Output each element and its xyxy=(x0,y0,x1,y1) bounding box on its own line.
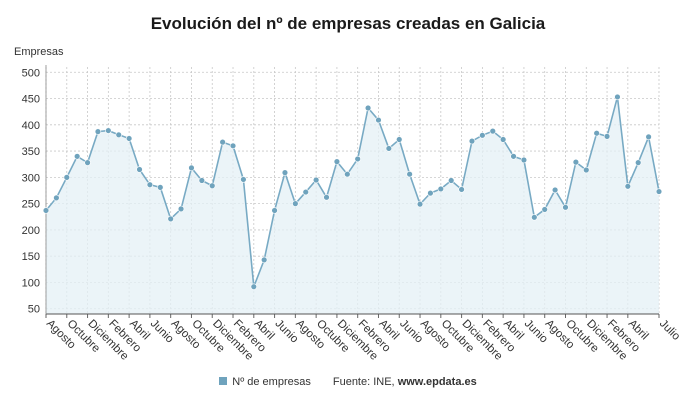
y-axis-label: Empresas xyxy=(14,46,64,58)
data-point xyxy=(105,127,112,134)
data-point xyxy=(593,130,600,137)
data-point xyxy=(458,186,465,193)
data-point xyxy=(136,166,143,173)
data-point xyxy=(572,158,580,166)
data-point xyxy=(250,283,258,290)
data-point xyxy=(448,177,455,184)
data-point xyxy=(333,158,341,165)
data-point xyxy=(614,93,621,101)
legend: Nº de empresas Fuente: INE, www.epdata.es xyxy=(0,376,696,388)
data-point xyxy=(312,176,320,184)
data-point xyxy=(115,131,122,138)
data-point xyxy=(177,205,185,213)
data-point xyxy=(375,116,382,124)
data-point xyxy=(157,184,164,191)
data-point xyxy=(427,189,434,197)
data-point xyxy=(354,155,361,163)
data-point xyxy=(437,185,445,193)
data-point xyxy=(94,128,102,135)
data-point xyxy=(479,132,486,139)
data-point xyxy=(531,214,538,221)
data-point xyxy=(188,164,195,172)
source-link[interactable]: www.epdata.es xyxy=(397,376,477,388)
data-point xyxy=(551,186,559,194)
y-tick-label: 400 xyxy=(22,120,40,132)
y-tick-label: 350 xyxy=(22,146,40,158)
x-tick-label: Julio xyxy=(657,318,682,343)
data-point xyxy=(53,194,60,202)
data-point xyxy=(583,166,590,174)
data-point xyxy=(510,153,517,160)
data-point xyxy=(603,133,611,140)
data-point xyxy=(385,145,393,152)
chart-title: Evolución del nº de empresas creadas en … xyxy=(150,14,546,33)
data-point xyxy=(468,137,476,145)
y-tick-label: 500 xyxy=(22,67,40,79)
data-point xyxy=(406,171,413,178)
data-point xyxy=(63,174,70,181)
data-point xyxy=(167,215,174,223)
y-tick-label: 300 xyxy=(22,172,40,184)
data-point xyxy=(520,156,528,164)
data-point xyxy=(125,135,133,142)
data-point xyxy=(541,206,548,213)
data-point xyxy=(396,136,403,143)
y-tick-label: 50 xyxy=(28,304,40,316)
y-tick-label: 150 xyxy=(22,251,40,263)
data-point xyxy=(562,204,569,211)
data-point xyxy=(416,200,424,208)
data-point xyxy=(198,177,206,184)
data-point xyxy=(271,207,278,214)
data-point xyxy=(229,142,237,150)
data-point xyxy=(624,183,632,190)
data-point xyxy=(489,127,496,135)
data-point xyxy=(645,133,652,141)
data-point xyxy=(73,153,81,160)
data-point xyxy=(219,138,226,146)
data-point xyxy=(260,256,268,264)
data-point xyxy=(292,200,299,207)
y-tick-label: 250 xyxy=(22,199,40,211)
source-label: Fuente: INE, xyxy=(332,376,395,388)
data-point xyxy=(364,104,372,112)
data-point xyxy=(281,169,289,176)
data-point xyxy=(84,159,91,166)
data-point xyxy=(146,181,154,188)
data-point xyxy=(240,176,247,183)
data-point xyxy=(209,182,216,189)
data-point xyxy=(635,159,642,166)
data-point xyxy=(344,171,351,178)
legend-swatch xyxy=(219,377,228,386)
y-tick-label: 100 xyxy=(22,277,40,289)
data-point xyxy=(323,194,330,201)
y-tick-label: 450 xyxy=(22,94,40,106)
data-point xyxy=(302,188,309,196)
data-point xyxy=(499,136,507,143)
legend-series-label: Nº de empresas xyxy=(232,376,311,388)
data-point xyxy=(655,188,663,195)
series-area xyxy=(46,96,659,315)
data-point xyxy=(42,207,50,214)
y-tick-label: 200 xyxy=(22,225,40,237)
